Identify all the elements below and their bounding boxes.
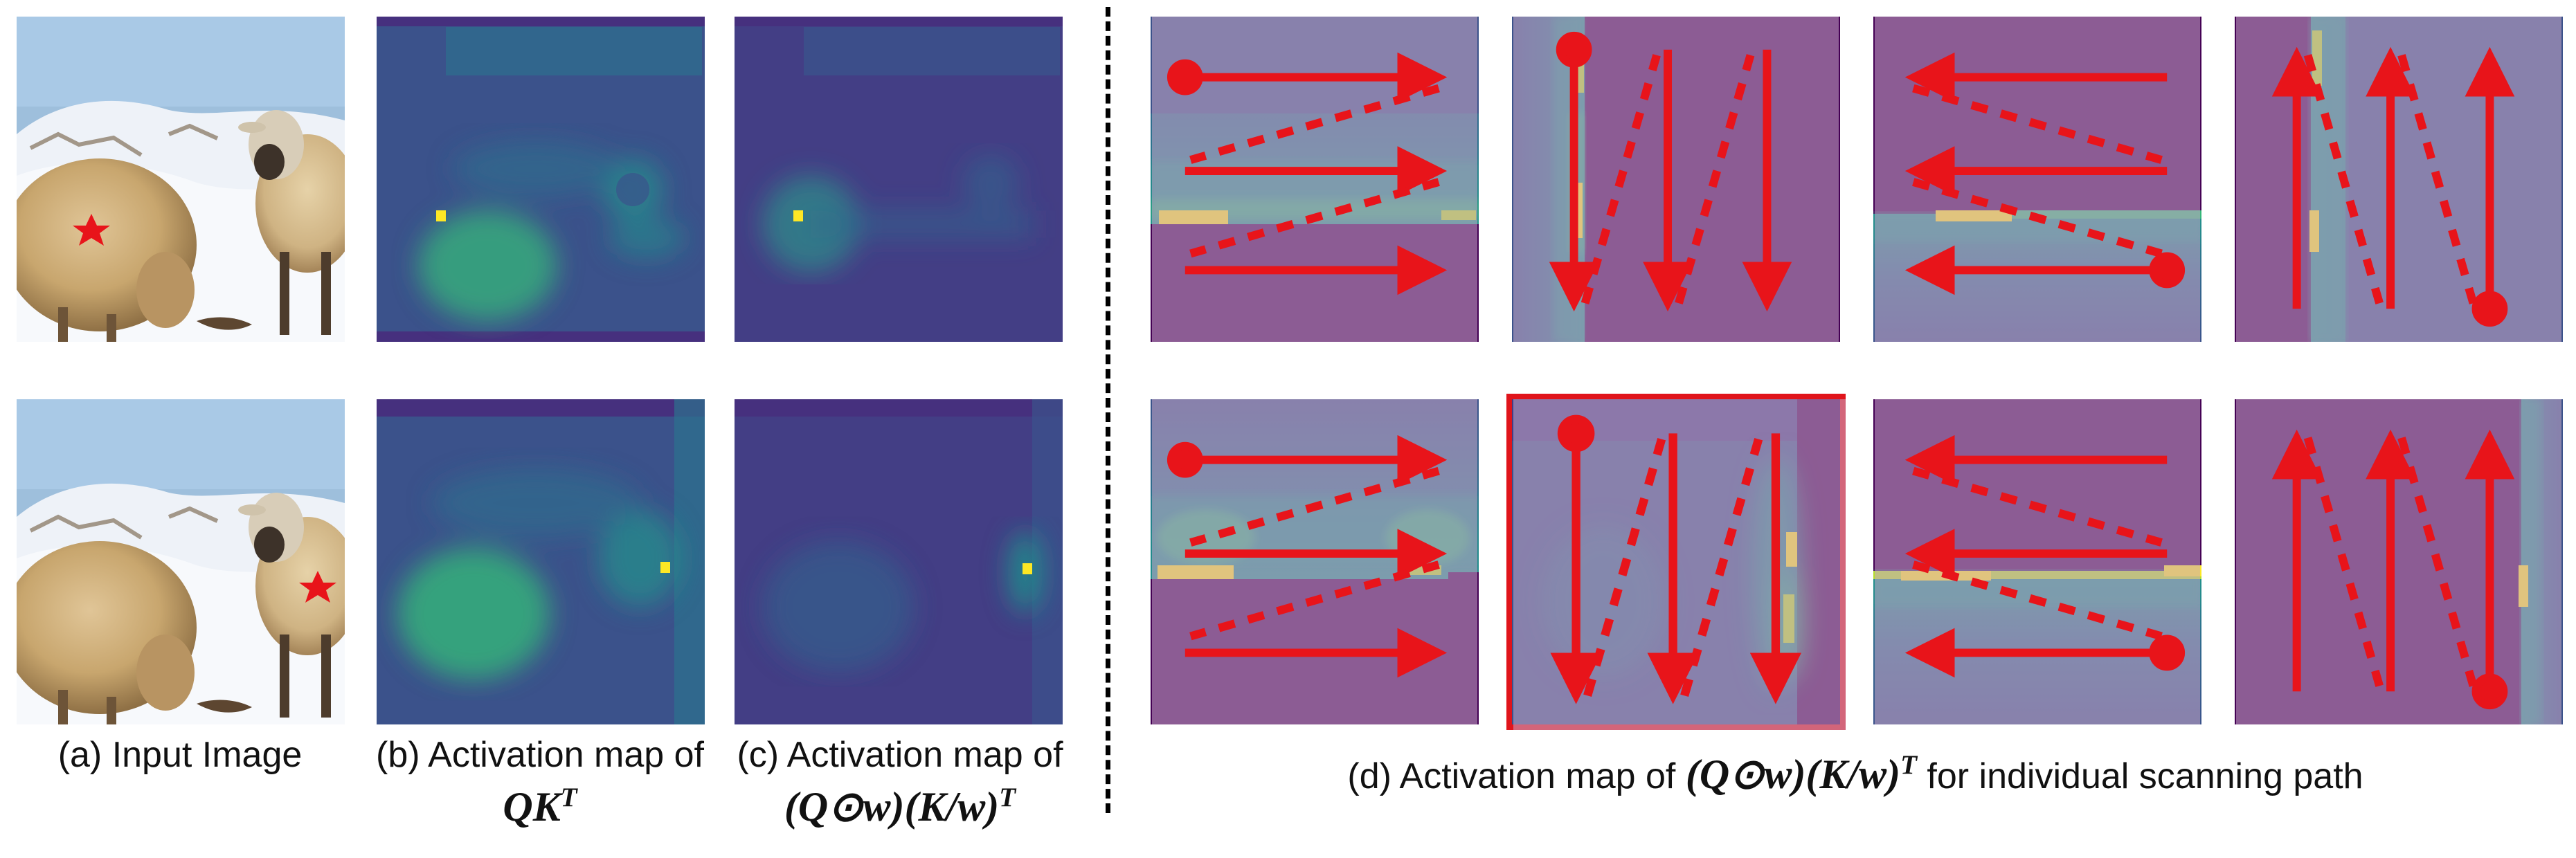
scan-map-r1-vertical-backward [2235, 17, 2563, 342]
caption-c-math: (Q⊙w)(K/w)T [784, 783, 1016, 830]
scan-map-r2-horizontal-forward [1151, 399, 1479, 724]
horizontal-backward-scan-icon [1875, 399, 2200, 724]
dashed-divider [1106, 7, 1110, 813]
input-image-top [17, 17, 345, 342]
query-star-marker [299, 571, 336, 603]
activation-map-weighted-bottom [735, 399, 1063, 724]
caption-c-line1: (c) Activation map of [737, 735, 1063, 775]
caption-d: (d) Activation map of (Q⊙w)(K/w)T for in… [1135, 744, 2575, 798]
caption-b-math: QKT [503, 783, 577, 830]
vertical-backward-scan-icon [2236, 17, 2561, 342]
scan-map-r2-vertical-backward [2235, 399, 2563, 724]
scan-map-r2-vertical-forward-highlighted [1506, 394, 1846, 730]
scan-map-r1-vertical-forward [1512, 17, 1840, 342]
horizontal-forward-scan-icon [1152, 399, 1477, 724]
query-star-marker [73, 214, 110, 246]
vertical-forward-scan-icon [1513, 17, 1839, 342]
input-image-bottom [17, 399, 345, 724]
scan-map-r2-horizontal-backward [1873, 399, 2201, 724]
scan-map-r1-horizontal-backward [1873, 17, 2201, 342]
activation-map-weighted-top [735, 17, 1063, 342]
horizontal-backward-scan-icon [1875, 17, 2200, 342]
caption-b: (b) Activation map of QKT [360, 733, 720, 828]
caption-b-line1: (b) Activation map of [376, 735, 704, 775]
caption-c: (c) Activation map of (Q⊙w)(K/w)T [720, 733, 1080, 828]
horizontal-forward-scan-icon [1152, 17, 1477, 342]
caption-d-suffix: for individual scanning path [1927, 756, 2363, 796]
caption-a-text: (a) Input Image [57, 735, 303, 775]
caption-d-prefix: (d) Activation map of [1347, 756, 1676, 796]
caption-a: (a) Input Image [0, 733, 360, 776]
activation-map-qkt-top [377, 17, 705, 342]
vertical-forward-scan-icon [1513, 399, 1846, 730]
scan-map-r1-horizontal-forward [1151, 17, 1479, 342]
caption-d-math: (Q⊙w)(K/w)T [1685, 750, 1917, 797]
activation-map-qkt-bottom [377, 399, 705, 724]
vertical-backward-scan-icon [2236, 399, 2561, 724]
